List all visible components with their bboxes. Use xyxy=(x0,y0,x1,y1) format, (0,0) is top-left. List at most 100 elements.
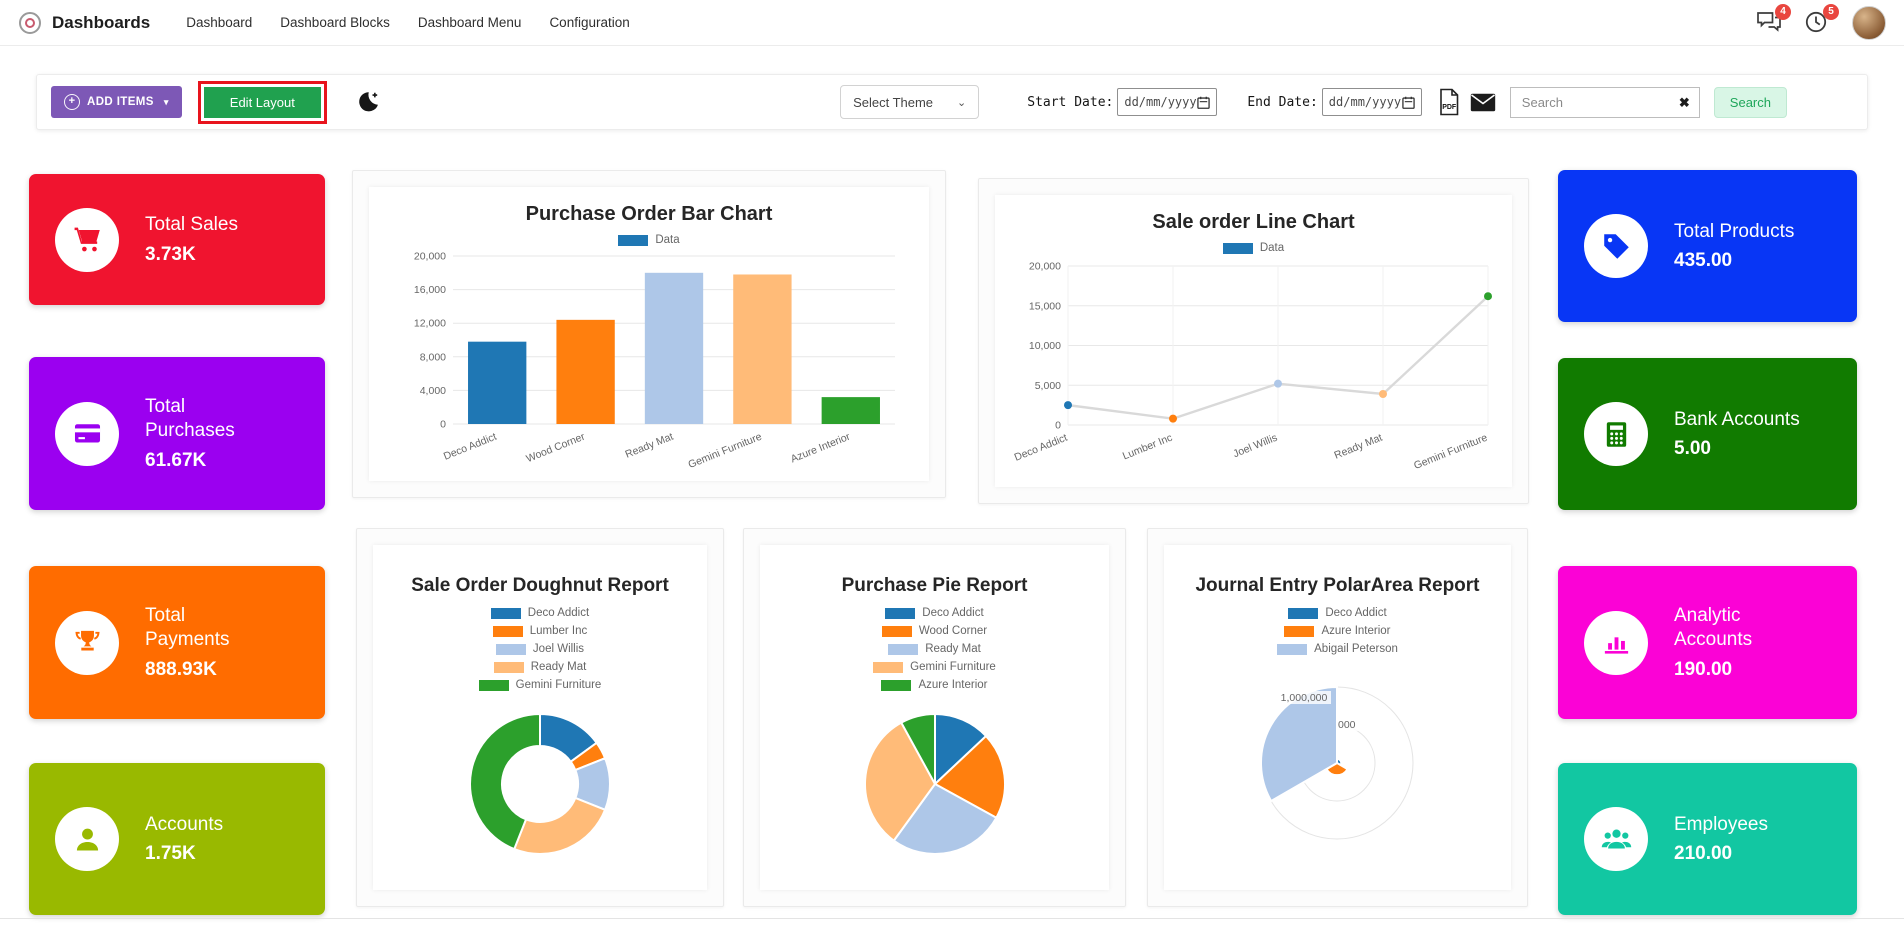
bar-chart[interactable]: Data 0 4,000 8,000 12,000 16,000 20,000 Deco Ad… xyxy=(369,228,929,481)
legend-item[interactable]: Gemini Furniture xyxy=(873,661,996,673)
legend-item[interactable]: Ready Mat xyxy=(493,661,586,673)
purchase-pie-report-card: Purchase Pie Report Deco Addict Wood Corn… xyxy=(743,528,1126,907)
legend-item[interactable]: Deco Addict xyxy=(1288,607,1387,619)
user-avatar[interactable] xyxy=(1852,5,1886,40)
nav-item-dashboard-blocks[interactable]: Dashboard Blocks xyxy=(280,15,390,30)
kpi-value: 210.00 xyxy=(1674,843,1733,865)
sale-order-line-chart-card: Sale order Line Chart Data 0 5,000 10,000 15… xyxy=(978,178,1529,504)
kpi-value: 61.67K xyxy=(145,449,207,471)
search-input[interactable] xyxy=(1519,93,1679,111)
trophy-icon xyxy=(55,610,119,675)
kpi-title: Total Sales xyxy=(145,214,238,236)
kpi-title: Total Purchases xyxy=(145,396,235,441)
kpi-analytic-accounts[interactable]: Analytic Accounts 190.00 xyxy=(1558,566,1857,719)
dark-mode-toggle[interactable] xyxy=(355,90,380,115)
svg-text:4,000: 4,000 xyxy=(420,385,446,397)
svg-text:12,000: 12,000 xyxy=(414,318,446,330)
chart-title: Purchase Pie Report xyxy=(841,575,1028,596)
chart-title: Purchase Order Bar Chart xyxy=(525,203,773,225)
svg-text:Ready Mat: Ready Mat xyxy=(624,431,676,461)
pie-chart[interactable]: Deco Addict Wood Corner Ready Mat Gemini Fu… xyxy=(760,599,1109,890)
svg-text:PDF: PDF xyxy=(1442,104,1457,111)
bar-chart-svg: 0 4,000 8,000 12,000 16,000 20,000 Deco Addict… xyxy=(414,251,895,471)
app-name: Dashboards xyxy=(52,12,151,32)
add-items-button[interactable]: + ADD ITEMS ▾ xyxy=(51,86,182,118)
legend-item[interactable]: Data xyxy=(1222,242,1284,254)
legend-item[interactable]: Abigail Peterson xyxy=(1277,643,1398,655)
legend-item[interactable]: Azure Interior xyxy=(881,679,988,691)
start-date-value: dd/mm/yyyy xyxy=(1124,95,1197,109)
kpi-total-payments[interactable]: Total Payments 888.93K xyxy=(29,566,325,719)
legend-item[interactable]: Lumber Inc xyxy=(492,625,587,637)
round-chart-svg xyxy=(469,712,611,855)
legend-item[interactable]: Wood Corner xyxy=(881,625,987,637)
select-theme-label: Select Theme xyxy=(853,94,934,110)
line-chart[interactable]: Data 0 5,000 10,000 15,000 20,000 Deco Addict L… xyxy=(995,236,1512,487)
caret-down-icon: ▾ xyxy=(163,96,169,107)
nav-item-dashboard[interactable]: Dashboard xyxy=(186,15,253,30)
kpi-title: Total Products xyxy=(1674,220,1795,242)
kpi-total-purchases[interactable]: Total Purchases 61.67K xyxy=(29,357,325,510)
legend-item[interactable]: Deco Addict xyxy=(885,607,984,619)
export-pdf-button[interactable]: PDF xyxy=(1438,88,1460,116)
legend-item[interactable]: Data xyxy=(618,234,680,246)
legend-item[interactable]: Joel Willis xyxy=(495,643,584,655)
kpi-title: Employees xyxy=(1674,813,1768,835)
nav-item-configuration[interactable]: Configuration xyxy=(549,15,630,30)
legend-item[interactable]: Gemini Furniture xyxy=(478,679,601,691)
app-switcher[interactable]: Dashboards xyxy=(18,11,150,35)
legend-item[interactable]: Azure Interior xyxy=(1284,625,1391,637)
kpi-total-products[interactable]: Total Products 435.00 xyxy=(1558,170,1857,322)
kpi-accounts[interactable]: Accounts 1.75K xyxy=(29,763,325,915)
tag-icon xyxy=(1584,214,1648,278)
journal-entry-polararea-report-card: Journal Entry PolarArea Report Deco Addi… xyxy=(1147,528,1528,907)
top-navbar: Dashboards Dashboard Dashboard Blocks Da… xyxy=(0,0,1904,46)
svg-text:10,000: 10,000 xyxy=(1028,340,1060,352)
svg-text:Deco Addict: Deco Addict xyxy=(1012,432,1069,464)
select-theme-dropdown[interactable]: Select Theme ⌄ xyxy=(840,85,980,119)
nav-menu: Dashboard Dashboard Blocks Dashboard Men… xyxy=(172,15,644,30)
page-bottom-divider xyxy=(0,918,1904,919)
app-logo-icon xyxy=(18,11,42,35)
svg-text:20,000: 20,000 xyxy=(1028,261,1060,273)
doughnut-chart[interactable]: Deco Addict Lumber Inc Joel Willis Ready Ma… xyxy=(373,599,707,890)
credit-card-icon xyxy=(55,401,119,466)
search-button[interactable]: Search xyxy=(1713,86,1787,118)
svg-text:20,000: 20,000 xyxy=(414,251,446,263)
clear-search-icon[interactable]: ✖ xyxy=(1678,94,1690,110)
dashboard-toolbar: + ADD ITEMS ▾ Edit Layout Select Theme ⌄… xyxy=(36,74,1868,130)
calendar-icon xyxy=(1402,96,1415,109)
pdf-file-icon: PDF xyxy=(1438,88,1460,116)
legend-item[interactable]: Deco Addict xyxy=(490,607,589,619)
end-date-input[interactable]: dd/mm/yyyy xyxy=(1321,88,1422,116)
kpi-title: Accounts xyxy=(145,813,224,835)
send-mail-button[interactable] xyxy=(1470,93,1496,112)
svg-text:0: 0 xyxy=(1055,420,1061,432)
svg-text:Joel Willis: Joel Willis xyxy=(1231,432,1279,461)
edit-layout-button[interactable]: Edit Layout xyxy=(203,86,321,118)
chevron-down-icon: ⌄ xyxy=(957,96,967,109)
kpi-value: 190.00 xyxy=(1674,658,1733,680)
chart-title: Sale order Line Chart xyxy=(1152,211,1355,233)
legend-item[interactable]: Ready Mat xyxy=(888,643,981,655)
clock-icon xyxy=(1804,10,1830,34)
svg-text:5,000: 5,000 xyxy=(1034,380,1060,392)
kpi-value: 1.75K xyxy=(145,843,196,865)
polar-area-chart[interactable]: Deco Addict Azure Interior Abigail Peterso… xyxy=(1164,599,1511,890)
kpi-total-sales[interactable]: Total Sales 3.73K xyxy=(29,174,325,305)
activities-button[interactable]: 5 xyxy=(1804,3,1839,36)
kpi-bank-accounts[interactable]: Bank Accounts 5.00 xyxy=(1558,358,1857,510)
round-chart-svg xyxy=(863,712,1006,855)
start-date-input[interactable]: dd/mm/yyyy xyxy=(1117,88,1218,116)
calculator-icon xyxy=(1584,402,1648,466)
kpi-employees[interactable]: Employees 210.00 xyxy=(1558,763,1857,915)
polar-chart-svg: 1,000,000 000 xyxy=(1260,685,1414,840)
line-chart-svg: 0 5,000 10,000 15,000 20,000 Deco Addict Lumbe… xyxy=(1012,261,1492,472)
messages-button[interactable]: 4 xyxy=(1756,3,1791,36)
calendar-icon xyxy=(1197,96,1211,109)
nav-item-dashboard-menu[interactable]: Dashboard Menu xyxy=(417,15,522,30)
svg-text:Lumber Inc: Lumber Inc xyxy=(1120,432,1173,463)
svg-text:000: 000 xyxy=(1338,719,1356,731)
svg-text:1,000,000: 1,000,000 xyxy=(1281,692,1328,704)
